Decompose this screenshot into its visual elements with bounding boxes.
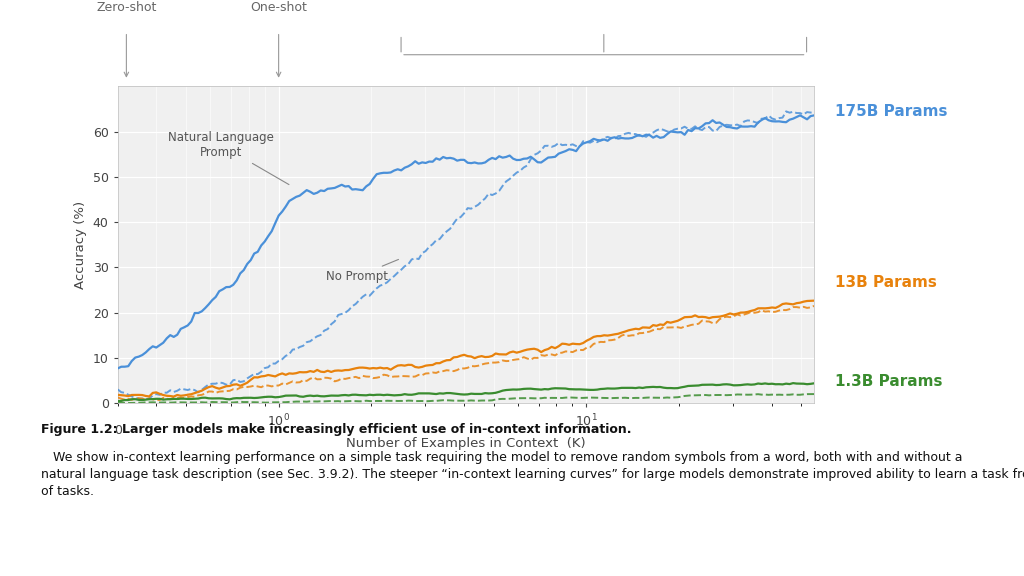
- X-axis label: Number of Examples in Context  (K): Number of Examples in Context (K): [346, 437, 586, 450]
- Text: One-shot: One-shot: [250, 1, 307, 14]
- Text: 1.3B Params: 1.3B Params: [835, 373, 942, 389]
- Text: We show in-context learning performance on a simple task requiring the model to : We show in-context learning performance …: [41, 451, 1024, 498]
- Text: 13B Params: 13B Params: [835, 275, 937, 290]
- Text: Few-shot: Few-shot: [575, 0, 632, 3]
- Text: No Prompt: No Prompt: [327, 259, 398, 283]
- Y-axis label: Accuracy (%): Accuracy (%): [74, 201, 87, 289]
- Text: 0: 0: [114, 423, 122, 437]
- Text: Figure 1.2: Larger models make increasingly efficient use of in-context informat: Figure 1.2: Larger models make increasin…: [41, 423, 632, 437]
- Text: 175B Params: 175B Params: [835, 104, 947, 119]
- Text: Natural Language
Prompt: Natural Language Prompt: [168, 131, 289, 184]
- Text: Zero-shot: Zero-shot: [96, 1, 157, 14]
